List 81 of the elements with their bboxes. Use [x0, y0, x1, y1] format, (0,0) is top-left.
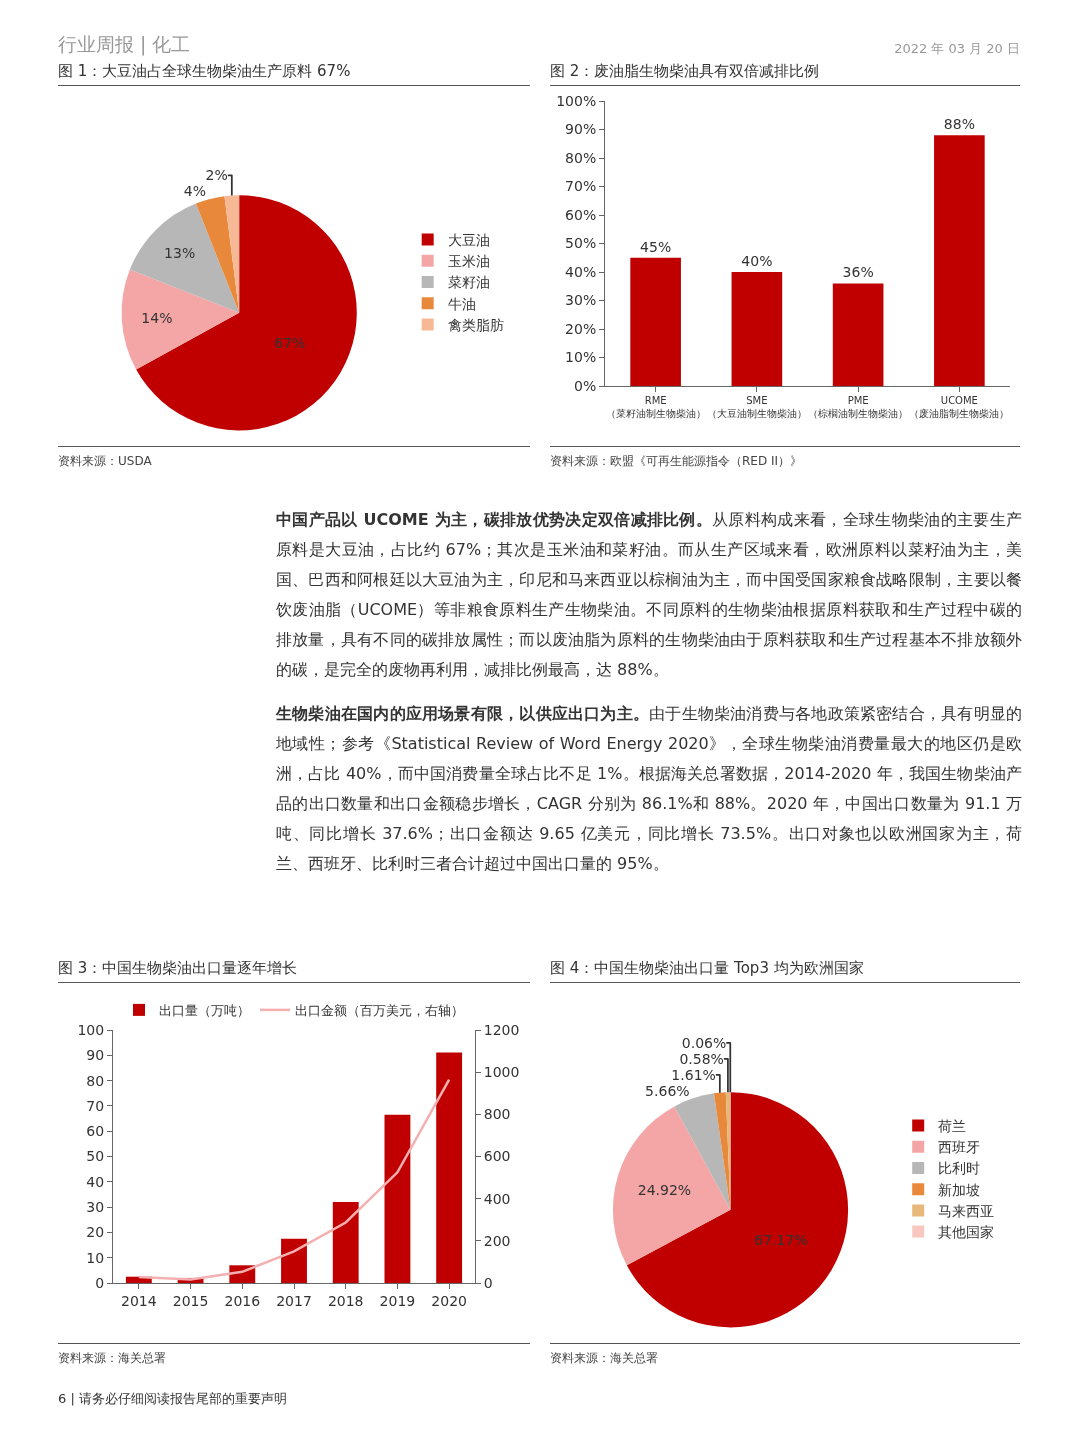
data-label: 36%: [842, 264, 874, 281]
y-tick-label: 80%: [565, 149, 597, 166]
y-tick-label: 60%: [565, 206, 597, 223]
data-label: 4%: [183, 183, 206, 200]
data-label: 67%: [274, 334, 306, 351]
x-tick-label: UCOME （废油脂制生物柴油）: [909, 395, 1010, 419]
data-label: 0.58%: [679, 1050, 724, 1067]
legend-label: 其他国家: [938, 1224, 995, 1241]
data-label: 2%: [205, 167, 228, 184]
y2-tick-label: 1200: [483, 1021, 520, 1038]
data-label: 14%: [141, 309, 173, 326]
text: 资料来源：海关总署: [58, 1343, 530, 1367]
data-label: 24.92%: [637, 1182, 692, 1199]
y-tick-label: 50: [86, 1148, 105, 1165]
chart-title: 图 3：中国生物柴油出口量逐年增长: [58, 955, 530, 983]
data-label: 67.17%: [754, 1232, 808, 1248]
y-tick-label: 20%: [565, 320, 597, 337]
data-label: 40%: [741, 253, 773, 269]
y-tick-label: 70: [86, 1097, 105, 1114]
y2-tick-label: 400: [483, 1190, 511, 1207]
data-label: 5.66%: [645, 1082, 690, 1099]
y-tick-label: 80: [86, 1072, 105, 1089]
legend-label: 新加坡: [938, 1181, 981, 1198]
legend-label: 牛油: [447, 295, 476, 312]
x-tick-label: RME （菜籽油制生物柴油）: [605, 395, 706, 419]
legend-label: 荷兰: [938, 1118, 967, 1135]
y-tick-label: 10%: [565, 349, 597, 366]
y-tick-label: 70%: [565, 178, 597, 195]
y2-tick-label: 200: [483, 1232, 511, 1249]
y-tick-label: 90%: [565, 121, 597, 138]
y-tick-label: 100: [77, 1021, 105, 1038]
legend-label: 菜籽油: [447, 274, 490, 291]
legend-label: 比利时: [938, 1160, 981, 1177]
x-tick-label: 2018: [327, 1292, 364, 1309]
data-label: 0.06%: [681, 1034, 727, 1051]
y-tick-label: 30: [86, 1199, 105, 1215]
legend-label: 玉米油: [447, 253, 490, 270]
y-tick-label: 40%: [565, 263, 597, 280]
y2-tick-label: 600: [483, 1148, 511, 1165]
y-tick-label: 20: [86, 1224, 105, 1241]
text: 行业周报 | 化工: [58, 32, 191, 58]
legend-label: 西班牙: [938, 1139, 981, 1156]
y-tick-label: 0: [95, 1274, 105, 1291]
y-tick-label: 30%: [565, 292, 597, 309]
text: 生物柴油在国内的应用场景有限，以供应出口为主。: [276, 704, 650, 723]
y2-tick-label: 0: [483, 1274, 493, 1291]
y-tick-label: 90: [86, 1047, 105, 1064]
x-tick-label: 2019: [379, 1292, 416, 1309]
y-tick-label: 10: [86, 1249, 105, 1266]
y-tick-label: 0%: [573, 377, 597, 394]
legend-label: 马来西亚: [938, 1202, 995, 1219]
y2-tick-label: 800: [483, 1106, 511, 1123]
x-tick-label: 2017: [276, 1292, 312, 1309]
x-tick-label: SME （大豆油制生物柴油）: [706, 395, 807, 419]
text: 中国产品以 UCOME 为主，碳排放优势决定双倍减排比例。: [276, 510, 713, 529]
data-label: 45%: [640, 238, 672, 255]
text: 资料来源：USDA: [58, 446, 530, 470]
text: 资料来源：海关总署: [550, 1343, 1020, 1367]
y-tick-label: 60: [86, 1123, 105, 1140]
text: 资料来源：欧盟《可再生能源指令（RED II）》: [550, 446, 1020, 470]
legend-label: 大豆油: [447, 232, 490, 249]
data-label: 88%: [943, 116, 975, 133]
x-tick-label: 2016: [224, 1292, 261, 1309]
y-tick-label: 40: [86, 1173, 105, 1190]
legend-label: 出口量（万吨）: [159, 1002, 250, 1018]
chart-title: 图 1：大豆油占全球生物柴油生产原料 67%: [58, 58, 530, 86]
text: 6 | 请务必仔细阅读报告尾部的重要声明: [58, 1390, 288, 1408]
legend-label: 出口金额（百万美元，右轴）: [295, 1002, 464, 1018]
data-label: 13%: [164, 245, 196, 262]
x-tick-label: 2014: [121, 1292, 157, 1309]
chart-title: 图 2：废油脂生物柴油具有双倍减排比例: [550, 58, 1020, 86]
text: 2022 年 03 月 20 日: [894, 40, 1020, 58]
data-label: 1.61%: [671, 1066, 716, 1083]
y2-tick-label: 1000: [483, 1064, 520, 1081]
y-tick-label: 100%: [556, 92, 597, 109]
y-tick-label: 50%: [565, 235, 597, 252]
x-tick-label: PME （棕榈油制生物柴油）: [808, 395, 909, 419]
x-tick-label: 2020: [431, 1292, 467, 1309]
legend-label: 禽类脂肪: [447, 316, 504, 333]
chart-title: 图 4：中国生物柴油出口量 Top3 均为欧洲国家: [550, 955, 1020, 983]
x-tick-label: 2015: [172, 1292, 209, 1309]
